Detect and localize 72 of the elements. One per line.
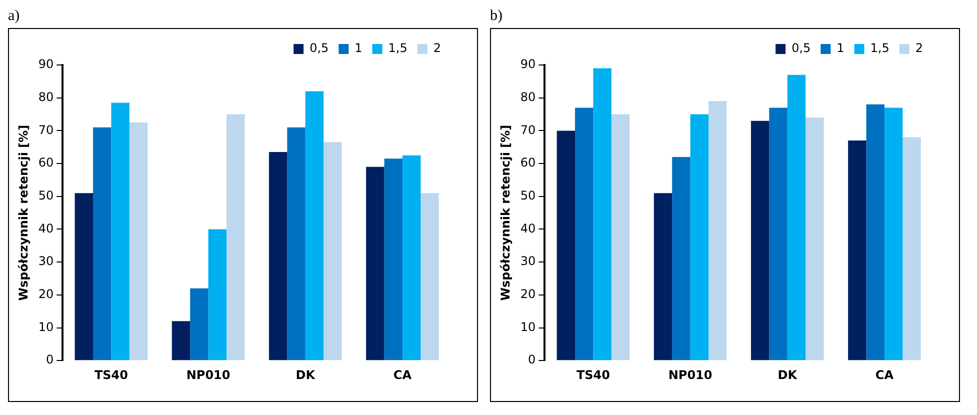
- legend-label: 1: [354, 41, 362, 56]
- bar: [672, 156, 690, 360]
- legend-label: 2: [433, 41, 442, 56]
- y-tick-label: 90: [520, 57, 536, 72]
- bar: [556, 130, 576, 360]
- bar: [305, 91, 324, 360]
- bar: [750, 120, 770, 360]
- bar: [402, 155, 421, 360]
- bar: [74, 193, 94, 360]
- y-tick-label: 80: [520, 90, 536, 104]
- bar: [366, 166, 384, 360]
- bar: [611, 114, 630, 360]
- y-tick-label: 30: [38, 254, 54, 268]
- bar: [287, 127, 306, 360]
- bar: [172, 321, 190, 360]
- y-tick-label: 70: [38, 122, 54, 137]
- bar: [384, 158, 402, 360]
- bar: [129, 122, 148, 360]
- bar: [866, 104, 884, 360]
- bar: [848, 140, 866, 360]
- y-tick-label: 0: [528, 352, 536, 367]
- y-tick-label: 70: [520, 122, 536, 137]
- bar: [593, 68, 612, 360]
- y-tick-label: 50: [38, 188, 54, 203]
- x-tick-label: CA: [875, 368, 894, 382]
- y-tick-label: 20: [38, 287, 54, 302]
- bar: [93, 127, 112, 360]
- legend-label: 0,5: [310, 41, 329, 56]
- x-tick-label: TS40: [576, 368, 610, 382]
- bar: [787, 74, 806, 360]
- y-tick-label: 10: [520, 320, 536, 334]
- y-tick-label: 10: [38, 320, 54, 334]
- bar: [208, 229, 226, 360]
- x-tick-label: DK: [296, 368, 316, 382]
- x-tick-label: NP010: [668, 368, 712, 382]
- x-tick-label: CA: [393, 368, 412, 382]
- bar: [575, 108, 594, 360]
- x-tick-label: NP010: [186, 368, 230, 382]
- bar: [324, 142, 342, 360]
- legend-label: 1: [836, 41, 844, 56]
- bar: [690, 114, 708, 360]
- bar: [420, 193, 439, 360]
- bar: [111, 102, 130, 360]
- y-tick-label: 90: [38, 57, 54, 72]
- legend-label: 1,5: [388, 41, 408, 56]
- y-tick-label: 30: [520, 254, 536, 268]
- y-tick-label: 50: [520, 188, 536, 203]
- bar: [654, 193, 672, 360]
- legend-label: 0,5: [792, 41, 811, 56]
- chart-title: a): [8, 8, 21, 26]
- x-tick-label: TS40: [94, 368, 128, 382]
- y-tick-label: 60: [520, 156, 536, 170]
- bar: [902, 137, 921, 360]
- y-tick-label: 20: [520, 287, 536, 302]
- y-tick-label: 80: [38, 90, 54, 104]
- chart-title: b): [490, 8, 504, 26]
- bar: [708, 101, 727, 360]
- bar: [806, 118, 824, 360]
- bar: [226, 114, 245, 360]
- y-axis-title: Współczynnik retencji [%]: [16, 124, 30, 301]
- bar: [769, 108, 788, 360]
- legend-label: 2: [915, 41, 924, 56]
- x-tick-label: DK: [778, 368, 798, 382]
- bar: [268, 152, 288, 360]
- bar: [190, 288, 208, 360]
- y-tick-label: 0: [46, 352, 54, 367]
- bar: [884, 108, 903, 360]
- y-tick-label: 40: [38, 221, 54, 236]
- y-tick-label: 40: [520, 221, 536, 236]
- y-axis-title: Współczynnik retencji [%]: [498, 124, 512, 301]
- y-tick-label: 60: [38, 156, 54, 170]
- legend-label: 1,5: [870, 41, 890, 56]
